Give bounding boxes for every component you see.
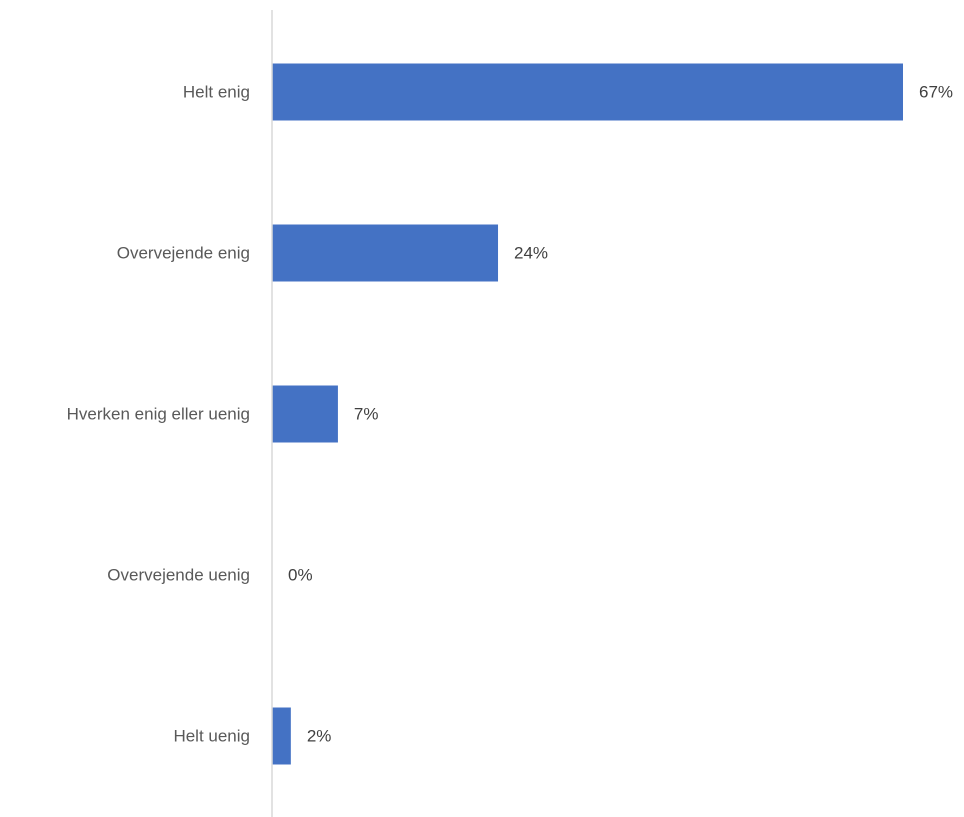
data-label-1: 67% bbox=[919, 83, 953, 102]
category-label-4: Overvejende uenig bbox=[107, 566, 250, 585]
category-label-1: Helt enig bbox=[183, 83, 250, 102]
data-label-4: 0% bbox=[288, 566, 313, 585]
bar-5 bbox=[272, 707, 291, 765]
bar-1 bbox=[272, 63, 903, 121]
category-label-2: Overvejende enig bbox=[117, 244, 250, 263]
data-label-2: 24% bbox=[514, 244, 548, 263]
category-label-5: Helt uenig bbox=[173, 727, 250, 746]
category-label-3: Hverken enig eller uenig bbox=[67, 405, 250, 424]
labels-layer: Helt enig 67% Overvejende enig 24% Hverken e… bbox=[67, 83, 953, 746]
bar-2 bbox=[272, 224, 499, 282]
data-label-5: 2% bbox=[307, 727, 332, 746]
bar-3 bbox=[272, 385, 338, 443]
bars-layer bbox=[272, 63, 903, 765]
data-label-3: 7% bbox=[354, 405, 379, 424]
